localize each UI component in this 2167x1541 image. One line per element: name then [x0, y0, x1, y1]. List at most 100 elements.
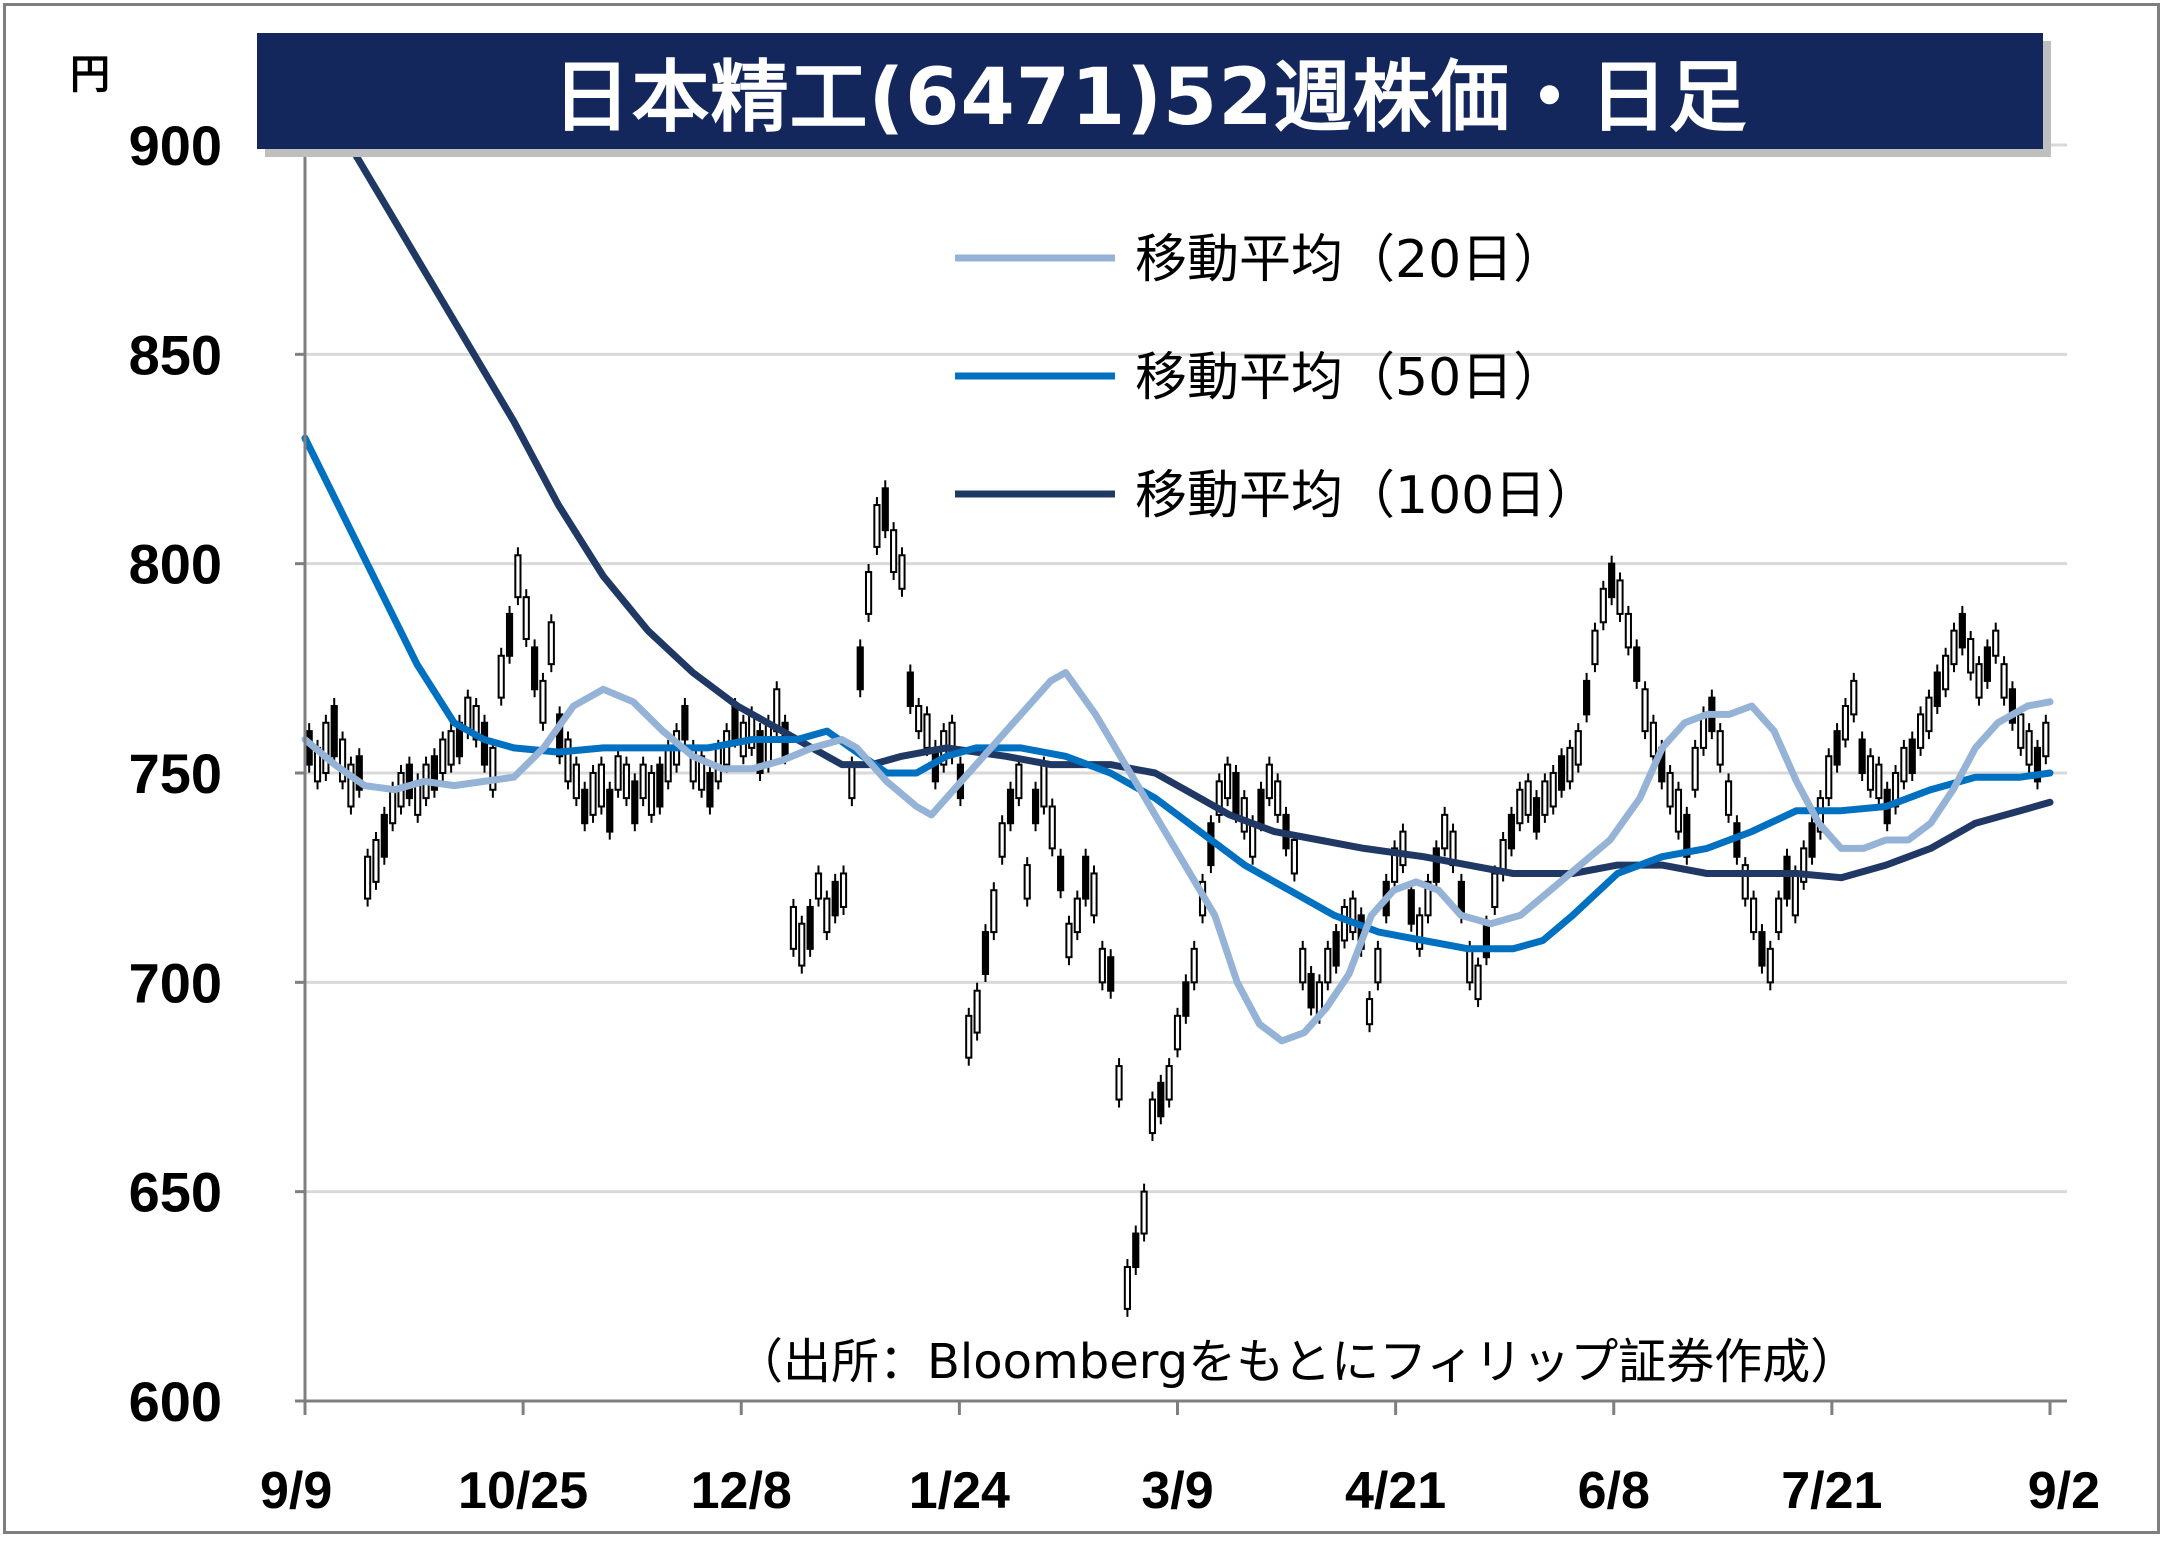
candle-122 — [1324, 940, 1332, 991]
legend-item-ma50: 移動平均（50日） — [955, 348, 1565, 408]
x-tick-label-4: 3/9 — [1141, 1462, 1213, 1520]
candle-125 — [1349, 890, 1357, 941]
candle-201 — [1983, 639, 1991, 689]
candle-123 — [1332, 924, 1340, 974]
x-tick-label-0: 9/9 — [260, 1462, 332, 1520]
candle-179 — [1800, 840, 1808, 890]
candle-5 — [347, 756, 355, 815]
candle-112 — [1240, 790, 1248, 840]
candle-24 — [505, 605, 514, 664]
candle-202 — [1992, 622, 2000, 664]
candle-97 — [1115, 1058, 1123, 1108]
candle-140 — [1474, 957, 1482, 1008]
candle-110 — [1224, 756, 1232, 807]
y-tick-label-850: 850 — [129, 323, 222, 386]
candle-26 — [522, 589, 530, 648]
candle-205 — [2017, 706, 2025, 756]
candle-61 — [814, 865, 823, 907]
candle-149 — [1549, 765, 1557, 815]
candle-30 — [556, 706, 564, 765]
candle-206 — [2025, 723, 2033, 773]
candle-134 — [1424, 873, 1432, 924]
candle-160 — [1641, 681, 1649, 740]
title-banner: 日本精工(6471)52週株価・日足 — [257, 33, 2043, 149]
candle-31 — [564, 731, 572, 790]
candle-183 — [1833, 723, 1841, 773]
candle-163 — [1666, 765, 1674, 815]
axes — [303, 125, 2067, 1403]
candle-54 — [756, 723, 764, 781]
candle-198 — [1958, 605, 1966, 656]
source-note: （出所：Bloombergをもとにフィリップ証券作成） — [735, 1334, 1858, 1390]
candle-9 — [380, 806, 388, 865]
candle-182 — [1825, 748, 1833, 807]
candle-93 — [1082, 848, 1090, 907]
candle-34 — [589, 765, 597, 823]
candle-124 — [1340, 898, 1349, 949]
candle-174 — [1758, 924, 1766, 974]
candle-38 — [622, 756, 631, 807]
candle-73 — [915, 698, 923, 740]
legend-item-ma100: 移動平均（100日） — [955, 466, 1598, 526]
candle-194 — [1925, 689, 1933, 740]
candle-74 — [923, 706, 931, 756]
candle-98 — [1123, 1259, 1131, 1317]
y-unit-label: 円 — [70, 52, 110, 98]
candle-66 — [856, 639, 864, 698]
candle-42 — [656, 756, 664, 815]
candle-196 — [1942, 647, 1950, 698]
candle-204 — [2008, 681, 2017, 731]
gridlines — [305, 143, 2067, 1194]
candle-100 — [1140, 1183, 1148, 1242]
candle-169 — [1716, 723, 1724, 773]
candle-4 — [338, 731, 347, 790]
series-line-ma50 — [301, 434, 2054, 953]
candle-148 — [1541, 773, 1549, 823]
series-line-ma100 — [346, 141, 2054, 882]
candle-79 — [965, 1007, 973, 1066]
candle-80 — [973, 982, 981, 1041]
candle-95 — [1098, 940, 1106, 991]
y-tick-label-650: 650 — [129, 1161, 222, 1224]
x-tick-label-1: 10/25 — [458, 1462, 588, 1520]
candle-176 — [1775, 890, 1783, 941]
y-ticks: 600 650 700 750 800 850 900 — [129, 114, 305, 1433]
candle-92 — [1073, 890, 1081, 941]
candle-119 — [1299, 940, 1307, 991]
candle-39 — [631, 773, 639, 832]
candle-132 — [1407, 882, 1415, 932]
candle-158 — [1624, 605, 1632, 656]
candle-89 — [1048, 798, 1056, 857]
candle-172 — [1741, 857, 1749, 907]
candle-32 — [572, 756, 580, 807]
candle-82 — [990, 882, 998, 941]
y-tick-label-700: 700 — [129, 951, 222, 1014]
legend: 移動平均（20日） 移動平均（50日） 移動平均（100日） — [955, 230, 1598, 526]
y-tick-label-600: 600 — [129, 1370, 222, 1433]
candle-208 — [2042, 714, 2050, 765]
candle-159 — [1633, 639, 1641, 689]
candle-64 — [839, 865, 848, 915]
candle-33 — [581, 781, 589, 832]
candle-40 — [639, 756, 647, 807]
candle-94 — [1090, 865, 1098, 924]
candle-101 — [1148, 1091, 1157, 1142]
series-line-ma20 — [301, 669, 2054, 1045]
candle-84 — [1006, 781, 1015, 832]
candle-173 — [1750, 890, 1758, 941]
candle-128 — [1374, 940, 1382, 991]
candle-195 — [1933, 664, 1941, 715]
candle-180 — [1808, 815, 1816, 865]
candle-86 — [1023, 857, 1031, 907]
x-tick-label-5: 4/21 — [1345, 1462, 1446, 1520]
candle-8 — [372, 831, 380, 890]
candle-17 — [447, 723, 455, 773]
candle-115 — [1265, 756, 1273, 807]
candle-69 — [881, 480, 889, 539]
legend-label-ma100: 移動平均（100日） — [1135, 466, 1598, 526]
candle-147 — [1532, 790, 1541, 840]
candle-67 — [864, 564, 873, 622]
candle-62 — [823, 890, 831, 941]
candle-165 — [1683, 806, 1691, 865]
